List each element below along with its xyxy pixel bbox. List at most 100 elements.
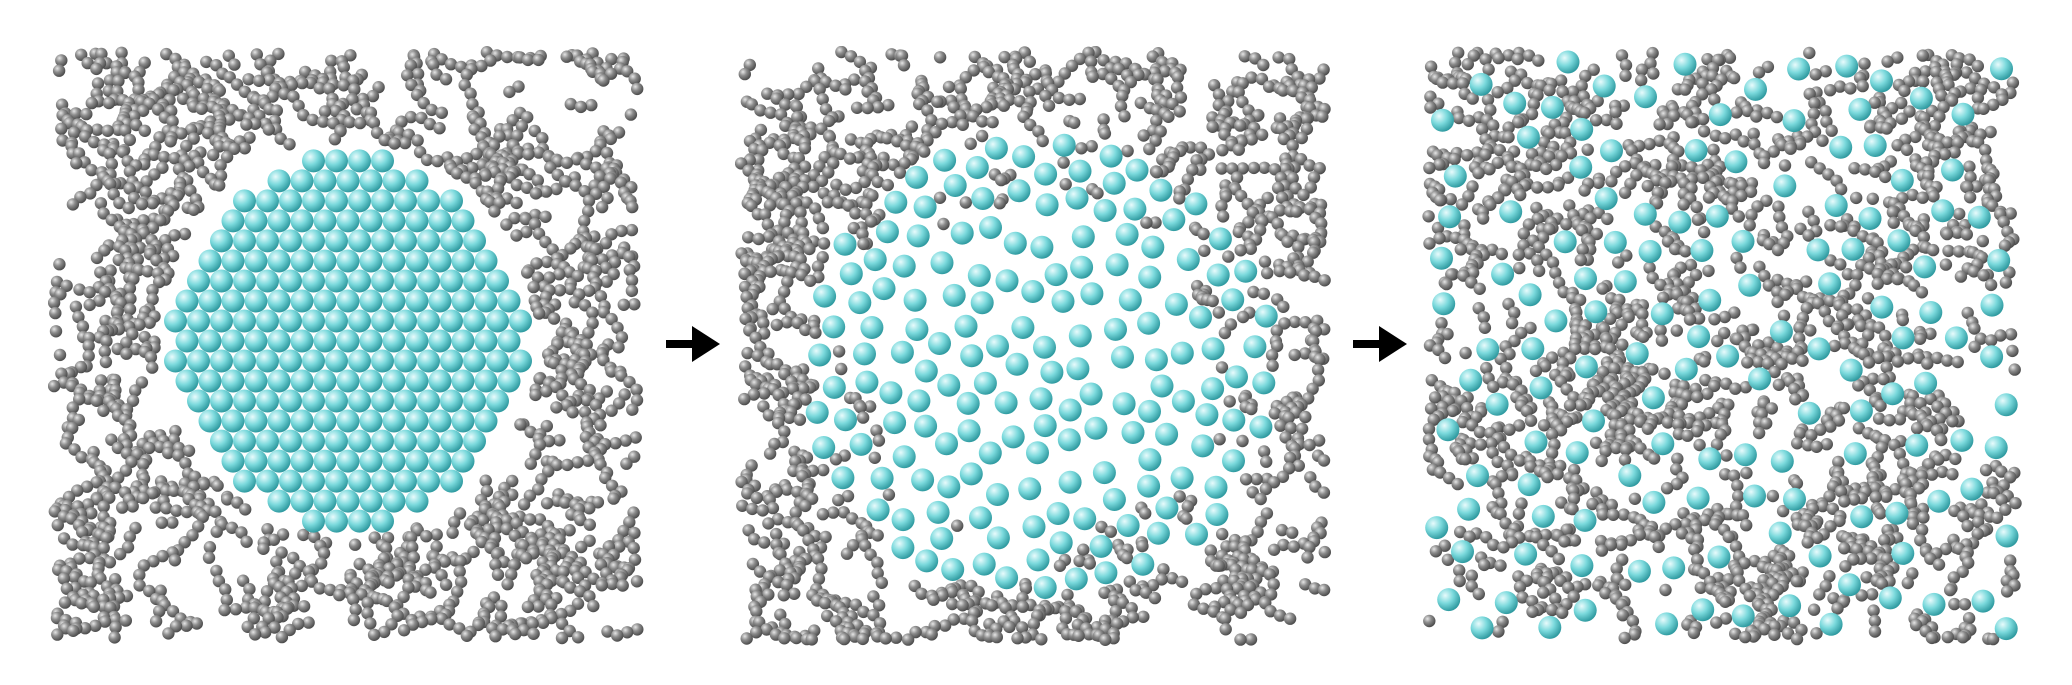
solute-particle xyxy=(1138,448,1162,472)
matrix-particle xyxy=(94,266,107,279)
matrix-particle xyxy=(605,404,618,417)
matrix-particle xyxy=(1824,520,1837,533)
matrix-particle xyxy=(1786,352,1799,365)
matrix-particle xyxy=(248,628,262,641)
matrix-particle xyxy=(1292,459,1305,472)
matrix-particle xyxy=(778,302,791,315)
solute-particle xyxy=(394,229,417,253)
arrow-shaft xyxy=(666,340,696,348)
matrix-particle xyxy=(168,229,181,242)
matrix-particle xyxy=(1803,87,1816,101)
matrix-particle xyxy=(137,458,150,471)
matrix-particle xyxy=(2008,363,2021,376)
matrix-particle xyxy=(183,160,196,173)
matrix-particle xyxy=(870,424,883,437)
matrix-particle xyxy=(151,103,165,116)
matrix-particle xyxy=(144,351,158,364)
solute-particle xyxy=(313,169,337,193)
matrix-particle xyxy=(871,556,884,569)
matrix-particle xyxy=(123,165,137,178)
matrix-particle xyxy=(68,571,81,584)
matrix-particle xyxy=(1921,357,1934,370)
matrix-particle xyxy=(844,133,858,146)
matrix-particle xyxy=(1964,171,1977,184)
solute-particle xyxy=(1104,317,1127,341)
matrix-particle xyxy=(738,392,751,406)
matrix-particle xyxy=(1635,63,1649,76)
matrix-particle xyxy=(82,349,95,363)
matrix-particle xyxy=(1693,438,1706,452)
matrix-particle xyxy=(404,531,418,544)
matrix-particle xyxy=(1601,212,1614,226)
matrix-particle xyxy=(1618,160,1632,173)
matrix-particle xyxy=(519,552,533,565)
solute-particle xyxy=(244,409,268,433)
solute-particle xyxy=(313,369,337,393)
solute-particle xyxy=(971,187,995,210)
matrix-particle xyxy=(475,59,488,73)
matrix-particle xyxy=(531,271,545,284)
solute-particle xyxy=(382,409,406,433)
solute-particle xyxy=(892,445,916,469)
matrix-particle xyxy=(743,58,756,72)
matrix-particle xyxy=(739,360,752,373)
matrix-particle xyxy=(1318,545,1331,559)
solute-particle xyxy=(813,284,837,308)
solute-particle xyxy=(256,189,279,213)
solute-particle xyxy=(325,509,348,533)
matrix-particle xyxy=(766,302,779,316)
solute-particle xyxy=(1138,399,1161,423)
matrix-particle xyxy=(267,533,281,546)
matrix-particle xyxy=(540,497,554,510)
matrix-particle xyxy=(1997,215,2010,229)
matrix-particle xyxy=(353,557,366,571)
matrix-particle xyxy=(107,188,120,201)
matrix-particle xyxy=(1505,468,1519,482)
matrix-particle xyxy=(1483,163,1496,176)
matrix-particle xyxy=(748,533,761,546)
matrix-particle xyxy=(1216,144,1229,157)
matrix-particle xyxy=(1971,91,1985,105)
matrix-particle xyxy=(1487,119,1500,132)
matrix-particle xyxy=(1819,105,1832,118)
matrix-particle xyxy=(1747,127,1760,140)
matrix-particle xyxy=(777,285,791,298)
matrix-particle xyxy=(975,129,989,143)
matrix-particle xyxy=(753,565,767,578)
matrix-particle xyxy=(758,208,772,221)
matrix-particle xyxy=(1802,229,1815,242)
solute-particle xyxy=(290,369,314,393)
matrix-particle xyxy=(1777,309,1791,322)
matrix-particle xyxy=(1824,84,1837,97)
matrix-particle xyxy=(72,310,85,324)
matrix-particle xyxy=(1825,124,1838,137)
matrix-particle xyxy=(799,499,812,513)
matrix-particle xyxy=(270,555,283,568)
matrix-particle xyxy=(563,524,576,537)
solute-particle xyxy=(221,449,245,473)
matrix-particle xyxy=(1063,93,1076,106)
matrix-particle xyxy=(1254,515,1268,529)
solute-particle xyxy=(175,369,199,393)
matrix-particle xyxy=(1648,530,1661,544)
matrix-particle xyxy=(1504,448,1518,461)
matrix-particle xyxy=(1581,143,1594,156)
matrix-particle xyxy=(1698,355,1711,368)
matrix-particle xyxy=(1669,518,1682,531)
matrix-particle xyxy=(1502,121,1515,134)
matrix-particle xyxy=(1588,342,1602,356)
matrix-particle xyxy=(97,500,110,513)
solute-particle xyxy=(359,369,383,393)
matrix-particle xyxy=(1197,602,1210,615)
matrix-particle xyxy=(1898,84,1911,98)
matrix-particle xyxy=(450,167,464,180)
matrix-particle xyxy=(777,589,790,602)
solute-particle xyxy=(1222,408,1246,432)
matrix-particle xyxy=(739,312,752,326)
matrix-particle xyxy=(1933,110,1946,123)
matrix-particle xyxy=(243,131,256,144)
matrix-particle xyxy=(48,505,61,518)
matrix-particle xyxy=(1451,477,1464,491)
matrix-particle xyxy=(202,551,216,564)
matrix-particle xyxy=(1456,415,1469,429)
